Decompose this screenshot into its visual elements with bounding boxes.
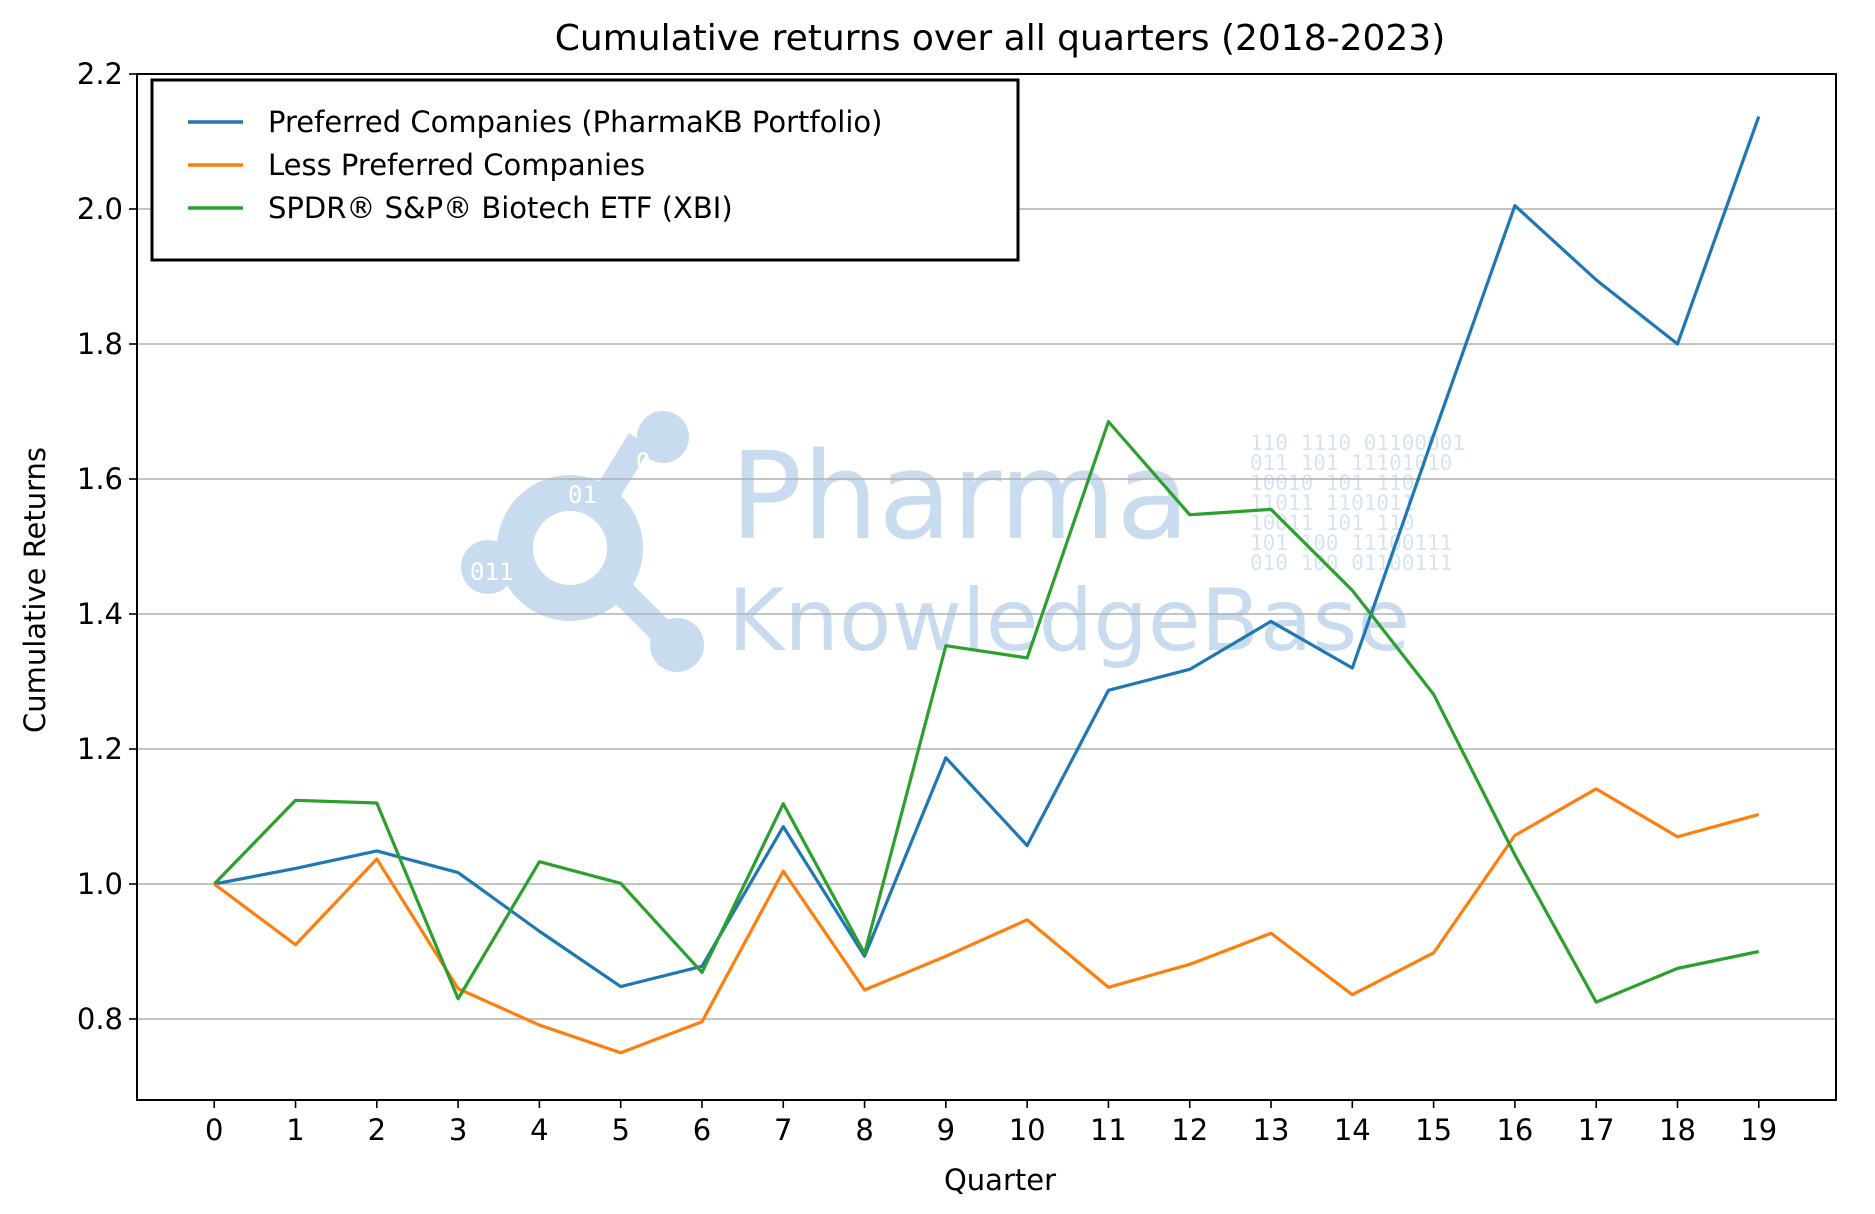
svg-text:11011 1101011: 11011 1101011 — [1250, 491, 1414, 515]
svg-text:10: 10 — [655, 568, 684, 596]
x-tick-label: 7 — [774, 1113, 792, 1147]
x-tick-label: 13 — [1253, 1113, 1290, 1147]
y-tick-label: 1.2 — [77, 732, 123, 766]
legend-label-2: SPDR® S&P® Biotech ETF (XBI) — [268, 191, 733, 225]
x-tick-label: 12 — [1171, 1113, 1208, 1147]
y-tick-label: 1.6 — [77, 462, 123, 496]
x-axis-label: Quarter — [944, 1163, 1056, 1197]
x-tick-label: 4 — [530, 1113, 548, 1147]
legend-box — [150, 78, 1020, 262]
x-tick-label: 1 — [286, 1113, 304, 1147]
legend-label-0: Preferred Companies (PharmaKB Portfolio) — [268, 105, 882, 139]
x-tick-label: 3 — [449, 1113, 467, 1147]
svg-text:0: 0 — [636, 448, 650, 476]
watermark-line1: Pharma — [730, 428, 1190, 567]
x-tick-label: 16 — [1496, 1113, 1533, 1147]
svg-text:01: 01 — [568, 481, 597, 509]
y-tick-label: 1.4 — [77, 597, 123, 631]
y-tick-label: 1.0 — [77, 867, 123, 901]
y-tick-label: 0.8 — [77, 1002, 123, 1036]
svg-text:101 100 11100111: 101 100 11100111 — [1250, 531, 1452, 555]
chart-title: Cumulative returns over all quarters (20… — [555, 18, 1446, 59]
series-line-1 — [213, 787, 1760, 1055]
x-tick-label: 6 — [693, 1113, 711, 1147]
series-line-0 — [213, 115, 1761, 989]
pharma-knowledgebase-logo-icon: 011 01 0 10 — [461, 411, 704, 672]
svg-text:011: 011 — [470, 558, 513, 586]
x-tick-label: 2 — [368, 1113, 386, 1147]
x-tick-label: 14 — [1334, 1113, 1371, 1147]
binary-block-icon: 110 1110 01100001 011 101 11101010 10010… — [1250, 431, 1465, 575]
x-tick-label: 17 — [1578, 1113, 1615, 1147]
y-tick-label: 1.8 — [77, 327, 123, 361]
svg-text:10010 101 110: 10010 101 110 — [1250, 471, 1414, 495]
y-axis-label: Cumulative Returns — [18, 447, 52, 733]
series-line-2 — [213, 420, 1760, 1004]
x-tick-label: 0 — [205, 1113, 223, 1147]
axes-frame — [136, 73, 1837, 1101]
x-tick-label: 15 — [1415, 1113, 1452, 1147]
x-tick-label: 10 — [1009, 1113, 1046, 1147]
x-tick-label: 11 — [1090, 1113, 1127, 1147]
x-tick-label: 9 — [937, 1113, 955, 1147]
legend: Preferred Companies (PharmaKB Portfolio)… — [150, 78, 1020, 262]
x-tick-label: 5 — [611, 1113, 629, 1147]
legend-label-1: Less Preferred Companies — [268, 148, 645, 182]
x-tick-label: 19 — [1740, 1113, 1777, 1147]
watermark-line2: KnowledgeBase — [728, 571, 1410, 671]
x-tick-label: 8 — [855, 1113, 873, 1147]
x-tick-label: 18 — [1659, 1113, 1696, 1147]
y-tick-label: 2.0 — [77, 192, 123, 226]
series-lines — [213, 115, 1761, 1055]
y-tick-label: 2.2 — [77, 57, 123, 91]
svg-text:010 100 01100111: 010 100 01100111 — [1250, 551, 1452, 575]
axes: 0 1 2 3 4 5 6 7 8 9 10 11 12 13 14 15 16 17 18 190.81.01.21… — [77, 57, 1837, 1147]
watermark: 011 01 0 10 Pharma KnowledgeBase 110 111… — [461, 411, 1465, 672]
svg-text:011 101 11101010: 011 101 11101010 — [1250, 451, 1452, 475]
